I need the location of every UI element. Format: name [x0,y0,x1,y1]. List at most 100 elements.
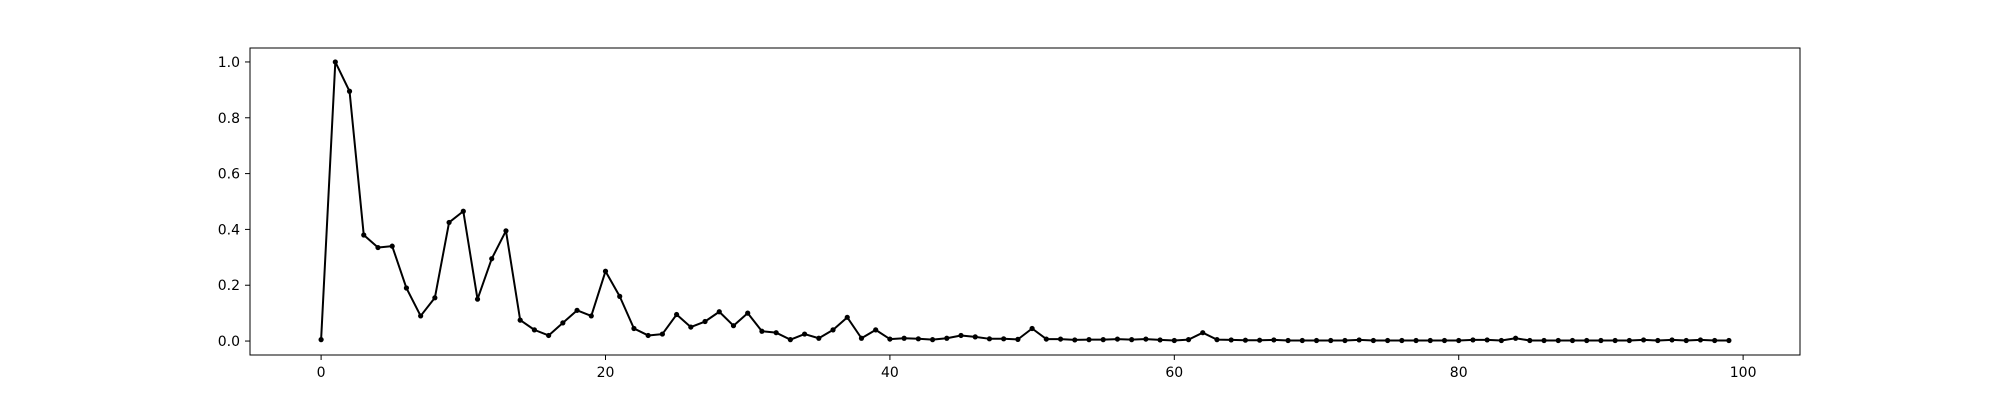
data-point [1555,337,1561,344]
data-point [1257,337,1263,343]
data-point [1512,335,1519,341]
data-point [887,336,893,342]
data-point [1441,337,1448,344]
data-point [1669,337,1675,343]
y-tick-label: 1.0 [218,55,240,71]
data-point [517,317,523,323]
data-point [602,268,609,274]
data-point [688,324,694,330]
data-point [674,311,680,318]
data-point [1157,337,1163,343]
data-point [801,331,808,337]
y-tick-label: 0.0 [218,334,240,350]
data-point [631,325,637,332]
x-tick-label: 0 [317,365,326,381]
data-point [1541,337,1547,344]
data-point [745,310,751,316]
data-point [1285,337,1291,344]
data-point [1143,336,1149,342]
x-tick-label: 80 [1450,365,1468,381]
data-point [1242,337,1249,343]
data-point [773,330,779,336]
data-point [418,313,424,319]
x-tick-label: 40 [881,365,899,381]
y-tick-label: 0.2 [218,278,240,294]
data-point [1271,337,1277,343]
data-point [332,59,338,65]
data-point [1057,336,1064,342]
data-point [1640,337,1647,343]
data-point [503,228,509,234]
y-axis: 0.0 0.2 0.4 0.6 0.8 1.0 [218,55,250,350]
data-point [432,295,438,301]
data-point [1498,337,1504,344]
data-point [1697,337,1704,343]
data-point [346,88,353,94]
data-point [1200,330,1206,336]
data-point [460,208,466,214]
data-point [1683,337,1689,344]
data-point [702,318,708,325]
data-point [759,328,765,334]
data-point [1100,337,1106,343]
data-point [986,336,993,342]
data-point [574,307,580,313]
data-point [389,243,395,249]
data-point [474,296,481,302]
data-point [1726,337,1732,344]
data-point [1171,337,1177,344]
data-point [375,244,381,251]
data-point [1569,337,1576,344]
data-point [1626,337,1632,344]
data-point [1527,337,1533,344]
data-point [1313,337,1320,344]
data-point [318,337,324,343]
data-point [617,293,623,299]
data-point [1456,337,1462,344]
data-point [730,323,737,329]
data-point [858,335,865,341]
data-point [816,335,822,341]
data-point [1299,337,1305,344]
data-point [787,337,793,343]
data-point [361,232,367,238]
data-point [873,327,879,333]
y-tick-label: 0.8 [218,111,240,127]
data-point [1413,337,1419,344]
data-point [1598,337,1604,344]
data-point [1370,337,1376,344]
data-point [1185,337,1192,343]
x-tick-label: 60 [1165,365,1183,381]
x-tick-label: 100 [1730,365,1757,381]
y-tick-label: 0.4 [218,222,240,238]
data-point [844,314,850,320]
data-point [1427,337,1433,344]
data-point [645,332,651,339]
data-point [901,335,907,341]
data-point [944,335,950,341]
data-point [1114,336,1121,342]
x-tick-label: 20 [597,365,615,381]
data-point [1612,337,1618,344]
plot-area [249,47,1801,356]
data-point [1399,337,1405,344]
data-point [716,309,722,315]
series-line [320,60,1729,342]
plot-frame [249,47,1801,356]
data-point [1015,336,1021,342]
data-point [1129,337,1135,343]
data-point [1001,336,1007,342]
data-point [1214,337,1220,343]
data-point [1356,337,1362,343]
data-point [1029,325,1035,332]
data-point [403,285,410,291]
data-point [1043,336,1049,342]
data-point [659,331,665,337]
data-point [1072,337,1078,343]
data-point [588,313,594,319]
series-layer [318,59,1732,344]
data-point [1584,337,1590,344]
data-point [1484,337,1490,343]
